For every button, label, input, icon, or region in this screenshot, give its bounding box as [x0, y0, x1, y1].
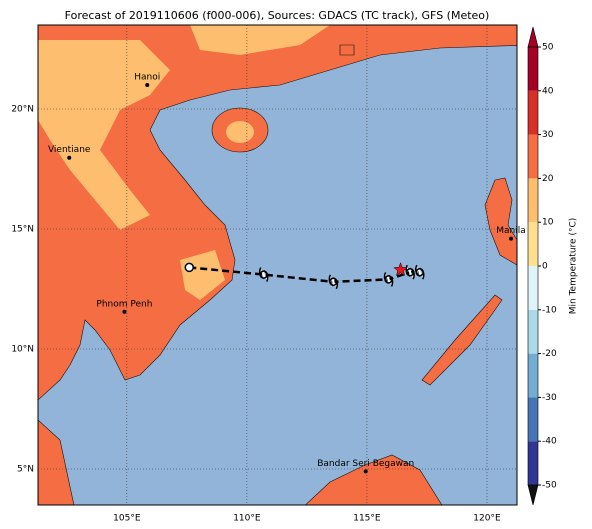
cyclone-symbol — [383, 272, 394, 287]
colorbar-tick-label: -50 — [542, 481, 557, 491]
cyclone-symbol — [405, 264, 415, 280]
malay-peninsula — [38, 419, 75, 505]
cyclone-symbol — [415, 264, 425, 280]
warm-patch — [190, 25, 330, 55]
colorbar-segment — [528, 222, 538, 266]
colorbar-segment — [528, 397, 538, 442]
warm-patch — [226, 121, 254, 143]
colorbar-segment — [528, 441, 538, 485]
colorbar-tick-label: 10 — [542, 218, 554, 228]
cyclone-symbol — [258, 267, 269, 282]
colorbar-tick-label: 20 — [542, 174, 554, 184]
colorbar-tick-label: 40 — [542, 86, 554, 96]
city-label: Phnom Penh — [96, 299, 152, 309]
warm-patch — [180, 250, 225, 300]
warm-patch — [38, 40, 170, 230]
taiwan-strait-island — [339, 44, 355, 56]
colorbar-tick-label: 50 — [542, 43, 554, 53]
colorbar-extend-bottom — [527, 484, 539, 506]
luzon — [484, 177, 517, 266]
mainland — [38, 25, 517, 401]
city-marker — [508, 236, 513, 241]
city-label: Hanoi — [134, 73, 160, 83]
current-position — [393, 262, 408, 277]
colorbar-segment — [528, 309, 538, 354]
city-label: Manila — [496, 226, 526, 236]
city-marker — [363, 469, 368, 474]
colorbar-tick-label: 0 — [542, 262, 548, 272]
colorbar-segment — [528, 266, 538, 310]
colorbar-label: Min Temperature (°C) — [569, 218, 579, 315]
colorbar-segment — [528, 353, 538, 398]
track-point — [184, 262, 195, 273]
y-tick-label: 15°N — [11, 225, 34, 235]
x-tick-label: 120°E — [473, 514, 501, 524]
palawan — [421, 294, 503, 386]
x-tick-label: 110°E — [233, 514, 261, 524]
city-label: Vientiane — [48, 145, 91, 155]
land-layer — [38, 25, 517, 505]
colorbar-extend-top — [527, 26, 539, 48]
colorbar-tick-label: -40 — [542, 437, 557, 447]
x-tick-label: 115°E — [353, 514, 381, 524]
colorbar-tick-label: 30 — [542, 130, 554, 140]
y-tick-label: 10°N — [11, 345, 34, 355]
y-tick-label: 5°N — [17, 465, 34, 475]
track-line — [189, 266, 420, 284]
colorbar-tick-label: -20 — [542, 349, 557, 359]
borneo — [304, 454, 443, 505]
city-marker — [145, 83, 150, 87]
map-title: Forecast of 2019110606 (f000-006), Sourc… — [65, 9, 490, 22]
city-marker — [122, 309, 127, 314]
colorbar-segment — [528, 134, 538, 179]
colorbar-segment — [528, 90, 538, 135]
colorbar-tick-label: -30 — [542, 393, 557, 403]
city-label: Bandar Seri Begawan — [317, 459, 414, 469]
colorbar-segment — [528, 47, 538, 91]
colorbar-segment — [528, 178, 538, 223]
colorbar-tick-label: -10 — [542, 305, 557, 315]
cyclone-symbol — [328, 274, 339, 290]
map-frame — [37, 24, 518, 506]
y-tick-label: 20°N — [11, 105, 34, 115]
x-tick-label: 105°E — [113, 514, 141, 524]
city-marker — [67, 155, 72, 160]
